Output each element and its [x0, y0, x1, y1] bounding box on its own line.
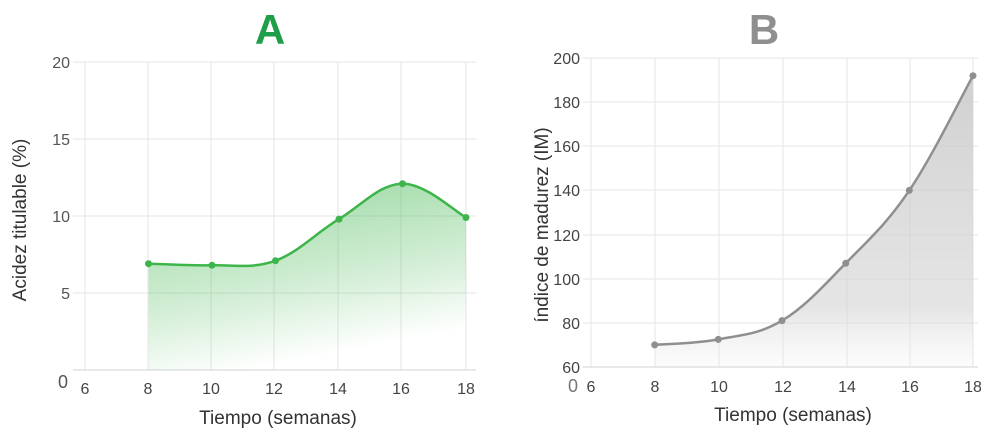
chart-a-x-tick-label: 16	[392, 381, 410, 398]
chart-a-x-tick-label: 8	[144, 381, 153, 398]
chart-b-y-axis-label: índice de madurez (IM)	[532, 127, 553, 322]
chart-a-point	[462, 214, 470, 221]
chart-b-origin-label: 0	[568, 376, 578, 396]
chart-b-x-tick-label: 16	[901, 379, 919, 396]
chart-a-y-tick-label: 20	[52, 55, 70, 72]
chart-a-point	[335, 215, 343, 223]
chart-a-y-tick-label: 10	[52, 209, 70, 226]
chart-a-title: A	[255, 6, 285, 53]
chart-a-y-ticks: 20 15 10 5 0	[52, 55, 70, 392]
chart-b-y-tick-label: 140	[553, 183, 580, 200]
chart-b-y-tick-label: 80	[562, 316, 580, 333]
chart-a-x-tick-label: 14	[329, 381, 347, 398]
chart-b-x-axis-label: Tiempo (semanas)	[714, 405, 872, 426]
chart-a-points	[145, 180, 470, 269]
chart-b-y-tick-label: 160	[553, 139, 580, 156]
chart-b-point	[651, 341, 659, 349]
chart-a-point	[399, 180, 406, 188]
chart-b-x-tick-label: 10	[710, 379, 728, 396]
chart-b-x-ticks: 6 8 10 12 14 16 18	[587, 379, 981, 396]
chart-a-x-tick-label: 6	[81, 381, 90, 398]
chart-a-x-tick-label: 12	[265, 381, 283, 398]
chart-a-y-axis-label: Acidez titulable (%)	[10, 139, 31, 302]
chart-b-y-tick-label: 60	[562, 360, 580, 377]
chart-b-x-tick-label: 18	[964, 379, 981, 396]
chart-b-x-tick-label: 6	[587, 379, 596, 396]
chart-b-point	[714, 335, 722, 343]
chart-b-point	[969, 72, 977, 80]
chart-b-area	[654, 75, 973, 367]
chart-b-point	[905, 186, 913, 194]
chart-b-x-tick-label: 12	[774, 379, 792, 396]
chart-a-point	[272, 257, 279, 265]
chart-a: A 20 15 10 5 0 6 8 10 12 14	[10, 6, 476, 429]
chart-a-x-tick-label: 18	[457, 381, 475, 398]
chart-a-y-tick-label: 15	[52, 132, 70, 149]
chart-b-y-ticks: 200 180 160 140 120 100 80 60 0	[553, 51, 580, 396]
chart-a-area	[148, 183, 466, 370]
chart-a-x-axis-label: Tiempo (semanas)	[199, 408, 357, 429]
chart-b-point	[842, 259, 850, 267]
chart-b-y-tick-label: 100	[553, 272, 580, 289]
chart-a-y-tick-label: 5	[61, 286, 70, 303]
chart-b-y-tick-label: 120	[553, 228, 580, 245]
chart-b-y-tick-label: 200	[553, 51, 580, 68]
chart-b: B 200 180 160 140 120 100 80 60	[532, 6, 981, 426]
chart-a-y-tick-label: 0	[58, 372, 68, 392]
chart-b-x-tick-label: 8	[651, 379, 660, 396]
chart-a-x-tick-label: 10	[202, 381, 220, 398]
chart-b-title: B	[749, 6, 779, 53]
chart-b-x-tick-label: 14	[838, 379, 856, 396]
chart-a-x-ticks: 6 8 10 12 14 16 18	[81, 381, 475, 398]
chart-a-point	[145, 260, 152, 268]
chart-b-y-tick-label: 180	[553, 95, 580, 112]
chart-b-point	[778, 317, 786, 325]
chart-a-point	[208, 261, 216, 269]
chart-b-points	[651, 72, 977, 349]
